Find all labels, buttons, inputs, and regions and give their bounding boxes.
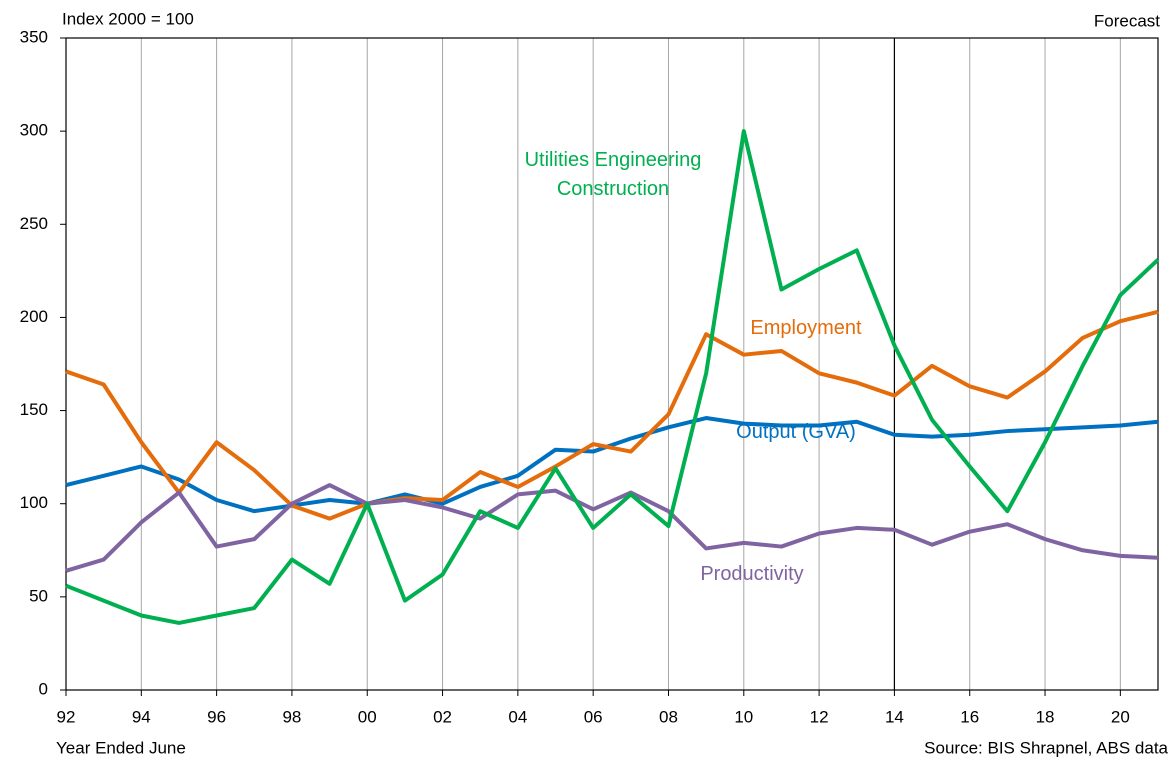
x-tick-label: 00 [358,707,377,726]
x-axis-label: Year Ended June [56,738,186,757]
y-tick-label: 150 [20,400,48,419]
y-tick-label: 50 [29,586,48,605]
series-label: Employment [750,317,862,339]
plot-frame [65,37,1159,691]
series-label: Output (GVA) [736,421,856,443]
x-tick-label: 08 [659,707,678,726]
x-tick-label: 94 [132,707,151,726]
x-tick-label: 20 [1111,707,1130,726]
series-line [65,309,1159,521]
series-line [65,129,1160,625]
forecast-label: Forecast [1094,11,1160,30]
series-line [65,416,1159,514]
x-tick-label: 14 [885,707,904,726]
y-tick-label: 100 [20,493,48,512]
series-label: Productivity [700,563,804,585]
series-label: Utilities Engineering Construction [524,149,702,200]
x-tick-label: 12 [810,707,829,726]
series-line [65,483,1159,573]
y-tick-label: 200 [20,307,48,326]
x-tick-label: 98 [282,707,301,726]
x-tick-label: 18 [1036,707,1055,726]
x-tick-label: 16 [960,707,979,726]
y-axis-label: Index 2000 = 100 [62,9,194,28]
y-tick-label: 250 [20,214,48,233]
x-tick-label: 02 [433,707,452,726]
x-tick-label: 06 [584,707,603,726]
y-tick-label: 300 [20,121,48,140]
x-tick-label: 10 [734,707,753,726]
x-tick-label: 04 [508,707,527,726]
x-tick-label: 96 [207,707,226,726]
source: Source: BIS Shrapnel, ABS data [924,738,1168,757]
y-tick-label: 350 [20,27,48,46]
x-tick-label: 92 [57,707,76,726]
y-tick-label: 0 [39,679,48,698]
